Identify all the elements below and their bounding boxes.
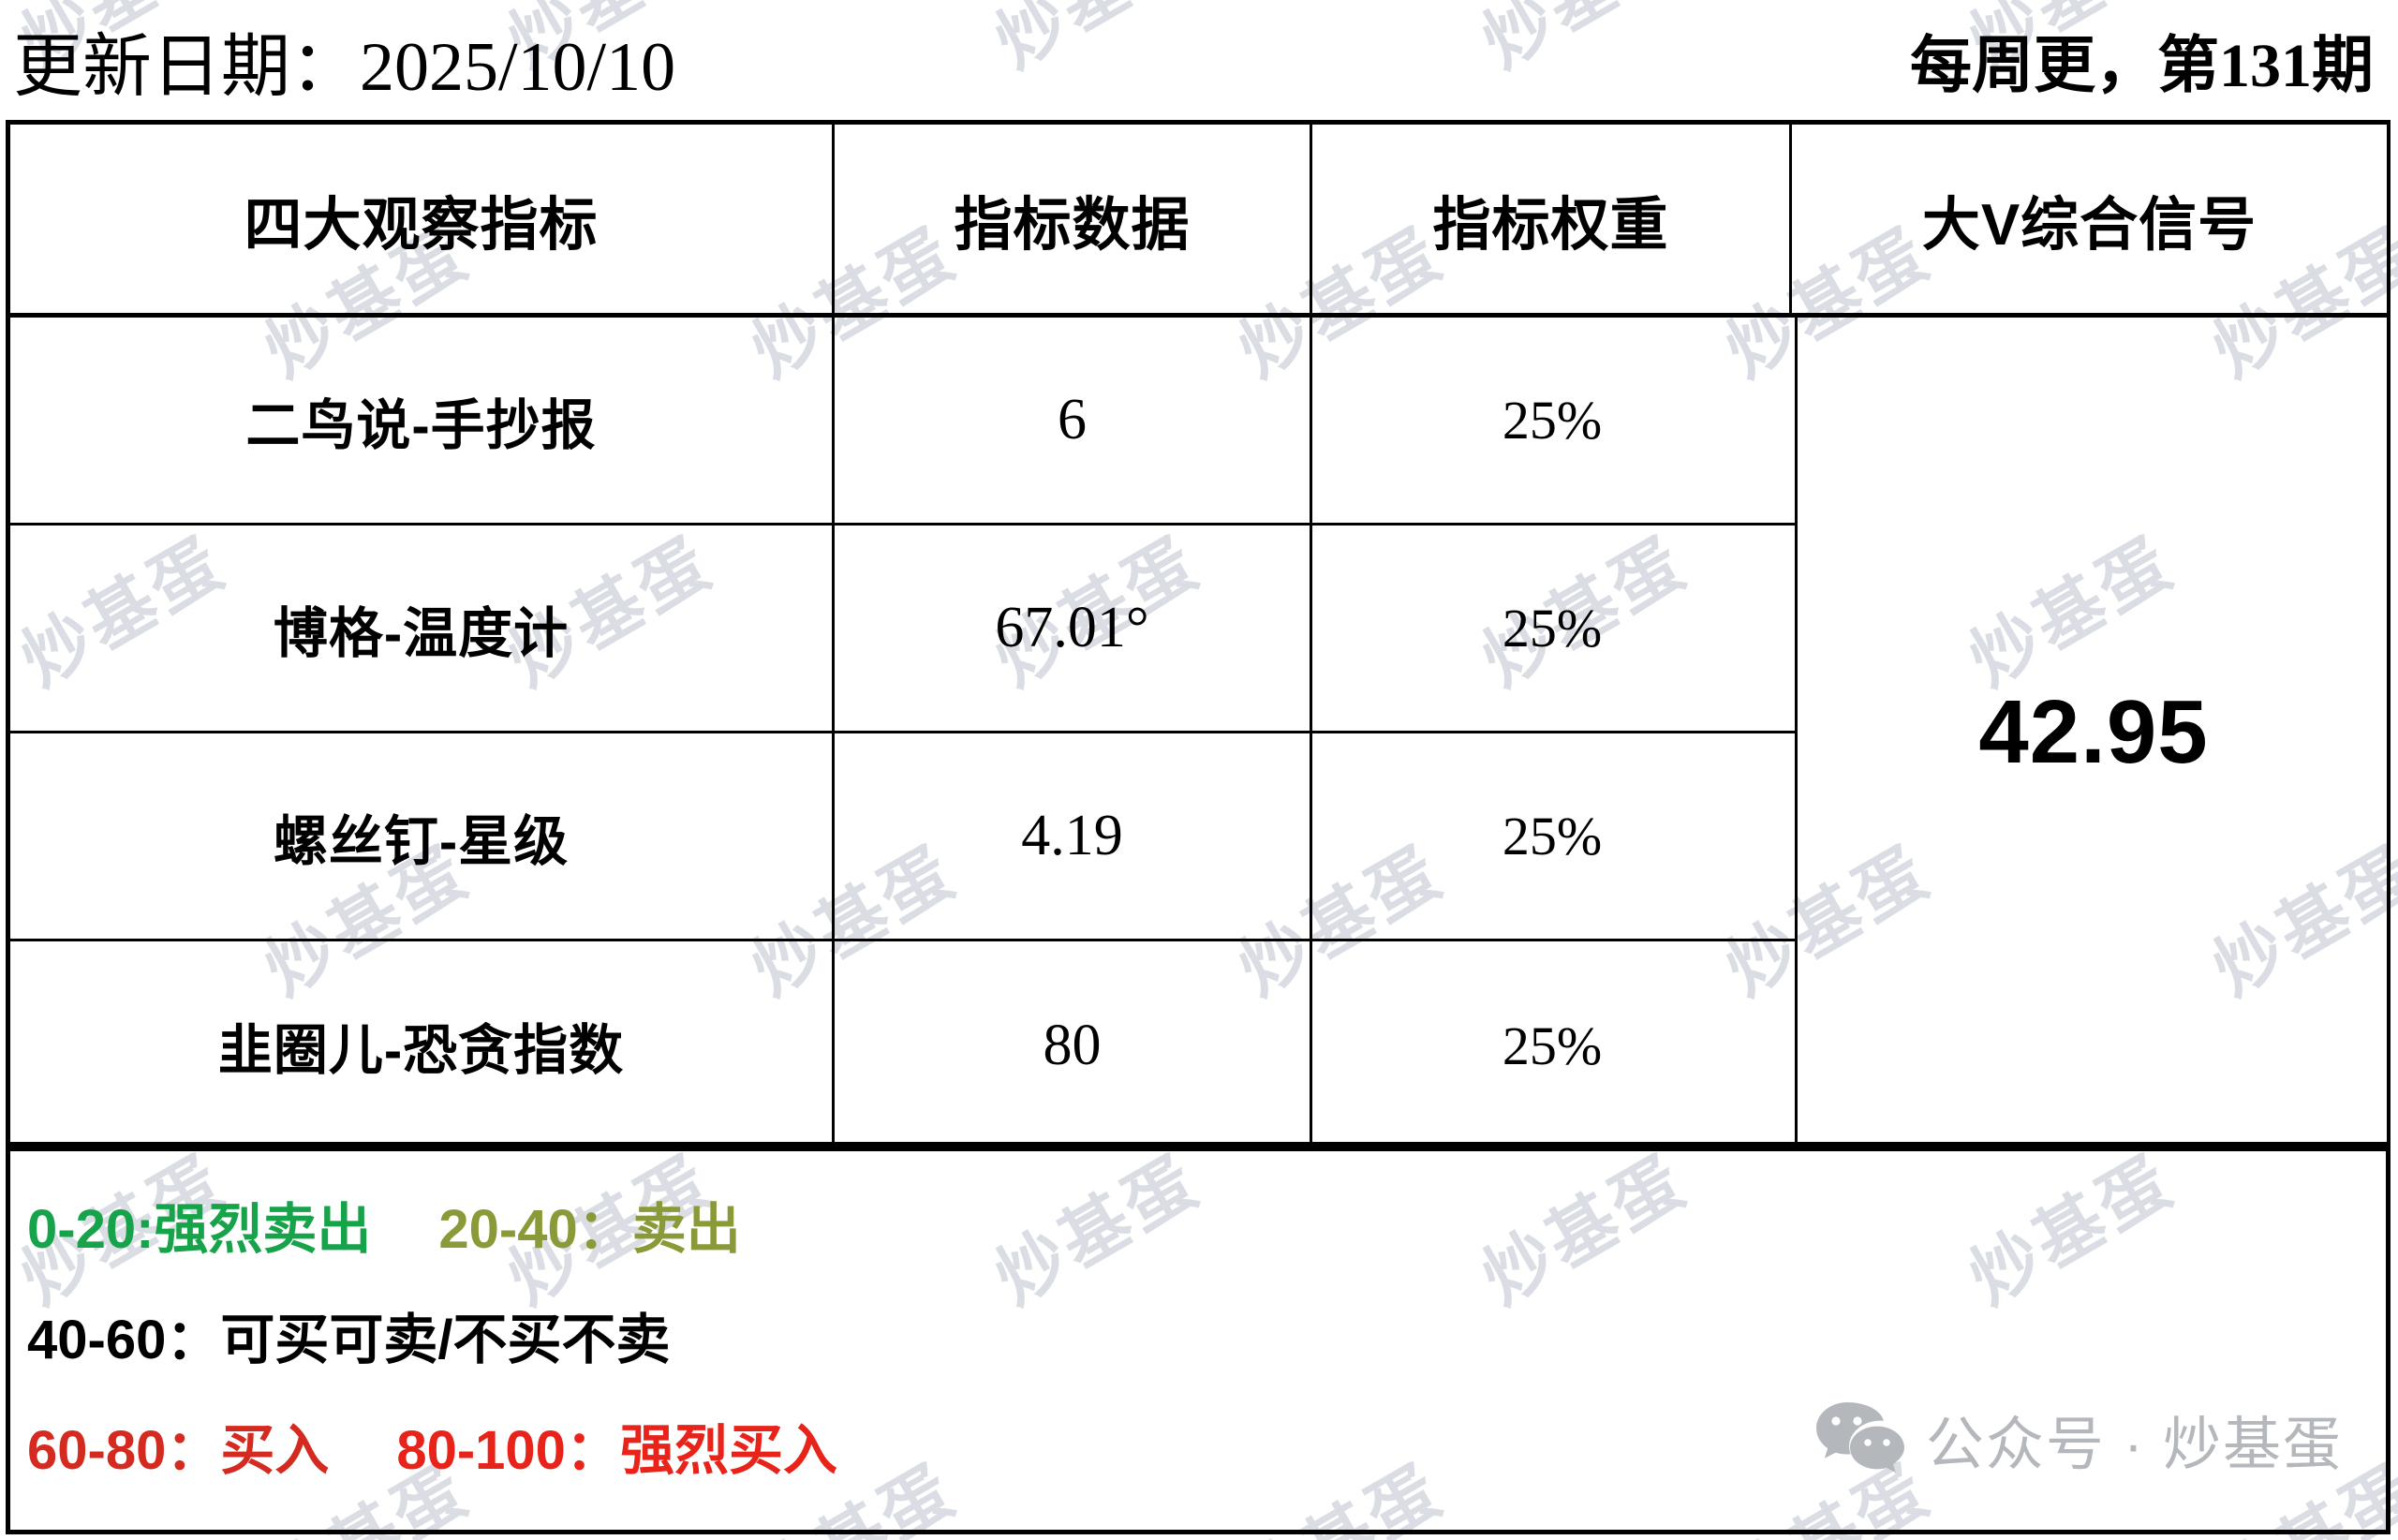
legend-line-buy: 60-80：买入 80-100：强烈买入 [27, 1406, 2386, 1485]
table-row: 二鸟说-手抄报 6 25% [10, 318, 1795, 526]
column-header-value: 指标数据 [835, 125, 1312, 313]
legend-strong-sell: 0-20:强烈卖出 [27, 1199, 372, 1260]
legend-line-sell: 0-20:强烈卖出 20-40：卖出 [27, 1185, 2386, 1264]
table-row: 博格-温度计 67.01° 25% [10, 526, 1795, 733]
table-header-row: 四大观察指标 指标数据 指标权重 大V综合信号 [10, 125, 2387, 318]
indicator-name: 博格-温度计 [10, 526, 835, 731]
indicator-weight: 25% [1502, 806, 1603, 866]
legend-sell: 20-40：卖出 [438, 1199, 741, 1260]
table-body: 二鸟说-手抄报 6 25% 博格-温度计 67.01° 25% 螺丝钉-星级 4… [10, 318, 1795, 1149]
column-header-indicator: 四大观察指标 [10, 125, 835, 313]
legend-neutral: 40-60：可买可卖/不买不卖 [27, 1310, 671, 1370]
indicator-weight: 25% [1502, 1014, 1603, 1076]
signal-legend: 0-20:强烈卖出 20-40：卖出 40-60：可买可卖/不买不卖 60-80… [6, 1147, 2391, 1534]
report-header: 更新日期：2025/10/10 每周更，第131期 [0, 0, 2398, 120]
indicator-weight: 25% [1502, 598, 1603, 659]
indicator-name: 韭圈儿-恐贪指数 [10, 941, 835, 1149]
column-header-weight: 指标权重 [1312, 125, 1792, 313]
indicator-name: 螺丝钉-星级 [10, 733, 835, 939]
legend-strong-buy: 80-100：强烈买入 [396, 1420, 837, 1481]
wechat-icon [1815, 1400, 1905, 1478]
composite-signal-cell: 42.95 [1795, 318, 2390, 1147]
wechat-account-name: 公众号 · 炒基蛋 [1925, 1413, 2343, 1477]
indicator-value: 80 [835, 941, 1312, 1149]
indicator-name: 二鸟说-手抄报 [10, 318, 835, 523]
issue-number-label: 每周更，第131期 [1910, 32, 2374, 100]
wechat-account-badge: 公众号 · 炒基蛋 [1815, 1397, 2343, 1481]
table-row: 韭圈儿-恐贪指数 80 25% [10, 941, 1795, 1149]
legend-buy: 60-80：买入 [27, 1420, 330, 1481]
indicator-weight: 25% [1502, 390, 1603, 451]
indicator-value: 67.01° [835, 526, 1312, 731]
composite-signal-value: 42.95 [1978, 681, 2209, 782]
indicator-value: 4.19 [835, 733, 1312, 939]
indicator-value: 6 [835, 318, 1312, 523]
legend-line-neutral: 40-60：可买可卖/不买不卖 [27, 1296, 2386, 1374]
update-date-label: 更新日期：2025/10/10 [13, 28, 676, 106]
table-row: 螺丝钉-星级 4.19 25% [10, 733, 1795, 941]
indicators-table: 四大观察指标 指标数据 指标权重 大V综合信号 二鸟说-手抄报 6 25% 博格… [6, 120, 2391, 1149]
column-header-signal: 大V综合信号 [1921, 192, 2257, 258]
